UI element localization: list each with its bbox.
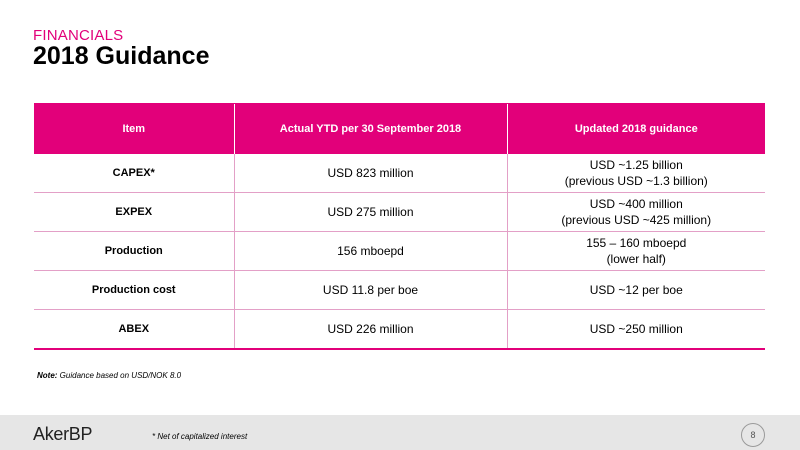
row-actual: USD 823 million (233, 153, 507, 193)
column-header-actual: Actual YTD per 30 September 2018 (233, 103, 507, 154)
guidance-line: USD ~12 per boe (589, 283, 683, 297)
table-row: Production cost USD 11.8 per boe USD ~12… (34, 270, 765, 310)
column-header-item: Item (34, 103, 234, 154)
guidance-line: USD ~250 million (589, 322, 683, 336)
table-row: CAPEX* USD 823 million USD ~1.25 billion… (34, 153, 765, 193)
row-item: CAPEX* (34, 153, 234, 193)
row-actual: 156 mboepd (233, 231, 507, 271)
page-title: 2018 Guidance (33, 42, 210, 70)
guidance-line: 155 – 160 mboepd (586, 236, 687, 250)
column-header-guidance: Updated 2018 guidance (506, 103, 765, 154)
guidance-line: (lower half) (606, 252, 666, 266)
row-actual: USD 226 million (233, 309, 507, 350)
guidance-table: Item Actual YTD per 30 September 2018 Up… (34, 103, 765, 350)
row-guidance: USD ~250 million (506, 309, 765, 350)
row-guidance: USD ~1.25 billion (previous USD ~1.3 bil… (506, 153, 765, 193)
note-text: Guidance based on USD/NOK 8.0 (57, 371, 182, 380)
row-actual: USD 275 million (233, 192, 507, 232)
table-header-row: Item Actual YTD per 30 September 2018 Up… (34, 103, 765, 154)
table-row: Production 156 mboepd 155 – 160 mboepd (… (34, 231, 765, 271)
row-item: Production (34, 231, 234, 271)
row-guidance: USD ~12 per boe (506, 270, 765, 310)
table-row: EXPEX USD 275 million USD ~400 million (… (34, 192, 765, 232)
table-row: ABEX USD 226 million USD ~250 million (34, 309, 765, 350)
row-item: Production cost (34, 270, 234, 310)
guidance-line: (previous USD ~425 million) (561, 213, 712, 227)
footnote: * Net of capitalized interest (152, 432, 248, 441)
row-guidance: USD ~400 million (previous USD ~425 mill… (506, 192, 765, 232)
page-number: 8 (741, 423, 765, 447)
guidance-line: (previous USD ~1.3 billion) (564, 174, 708, 188)
section-kicker: FINANCIALS (33, 27, 124, 44)
note-label: Note: (37, 371, 58, 380)
row-item: ABEX (34, 309, 234, 350)
row-guidance: 155 – 160 mboepd (lower half) (506, 231, 765, 271)
guidance-note: Note: Guidance based on USD/NOK 8.0 (37, 371, 181, 380)
guidance-line: USD ~400 million (589, 197, 683, 211)
row-actual: USD 11.8 per boe (233, 270, 507, 310)
guidance-line: USD ~1.25 billion (589, 158, 683, 172)
company-logo: AkerBP (33, 424, 93, 444)
footer-bar (0, 415, 800, 450)
row-item: EXPEX (34, 192, 234, 232)
